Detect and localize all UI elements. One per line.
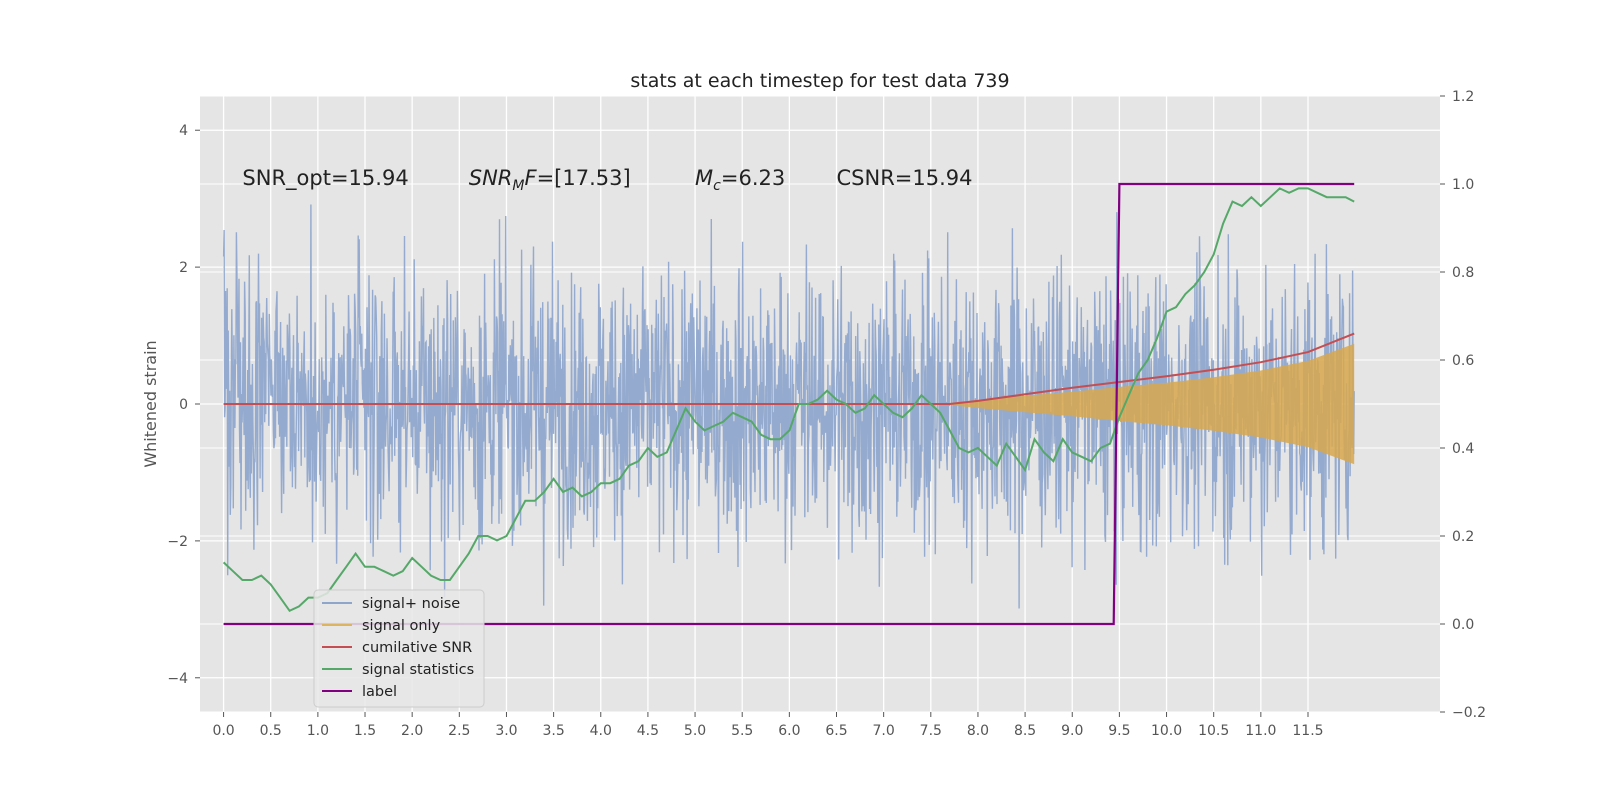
y2-tick-label: 1.0 [1452,177,1474,193]
x-axis-ticks: 0.0 0.5 1.0 1.5 2.0 2.5 3.0 3.5 4.0 4.5 5.0 5.5 6.0 6… [212,712,1324,739]
legend-entry: signal statistics [362,662,474,678]
x-tick-label: 11.0 [1245,723,1276,739]
x-tick-label: 1.5 [354,723,376,739]
signal-noise-trace [222,204,1355,609]
legend-entry: cumilative SNR [362,640,472,656]
x-tick-label: 0.5 [260,723,282,739]
y2-tick-label: 0.2 [1452,529,1474,545]
y2-tick-label: 0.6 [1452,353,1474,369]
label-line [223,182,1355,626]
x-tick-label: 9.5 [1108,723,1130,739]
x-tick-label: 5.0 [684,723,706,739]
annotation-text: CSNR=15.94 [837,166,973,190]
signal-statistics-line [222,187,1355,613]
x-tick-label: 10.5 [1198,723,1229,739]
x-tick-label: 3.5 [542,723,564,739]
y2-tick-label: 0.4 [1452,441,1474,457]
y2-tick-label: 0.0 [1452,617,1474,633]
x-tick-label: 1.0 [307,723,329,739]
y-tick-label: −2 [167,534,188,550]
x-tick-label: 2.5 [448,723,470,739]
annotation-text: SNR_opt=15.94 [242,166,408,191]
y2-tick-label: 0.8 [1452,265,1474,281]
x-tick-label: 8.5 [1014,723,1036,739]
y-tick-label: 4 [179,123,188,139]
x-tick-label: 4.0 [590,723,612,739]
x-tick-label: 5.5 [731,723,753,739]
legend-entry: label [362,684,397,700]
x-tick-label: 2.0 [401,723,423,739]
legend-box [313,589,485,708]
y-axis-label: Whitened strain [141,340,160,467]
x-tick-label: 0.0 [212,723,234,739]
y-tick-label: 0 [179,397,188,413]
y-tick-label: 2 [179,260,188,276]
x-tick-label: 6.5 [825,723,847,739]
x-tick-label: 10.0 [1151,723,1182,739]
x-tick-label: 7.0 [873,723,895,739]
x-tick-label: 6.0 [778,723,800,739]
x-tick-label: 4.5 [637,723,659,739]
x-tick-label: 3.0 [495,723,517,739]
legend: signal+ noise signal only cumilative SNR si… [313,589,485,708]
y2-tick-label: 1.2 [1452,89,1474,105]
chart-title: stats at each timestep for test data 739 [630,70,1009,92]
x-tick-label: 7.5 [920,723,942,739]
annotation-text: SNRMF=[17.53] [469,166,631,194]
signal-only-series [223,343,1355,465]
annotations: SNR_opt=15.94 SNRMF=[17.53] Mc=6.23 CSNR=15… [242,166,972,194]
x-tick-label: 8.0 [967,723,989,739]
annotation-text: Mc=6.23 [695,166,785,194]
y-axis-ticks: −4 −2 0 2 4 [167,123,200,687]
legend-entry: signal only [362,618,441,634]
x-tick-label: 11.5 [1292,723,1323,739]
signal-noise-series [222,204,1355,609]
y2-tick-label: −0.2 [1452,705,1486,721]
y-tick-label: −4 [167,671,188,687]
legend-entry: signal+ noise [362,596,460,612]
cumulative-snr-line [223,332,1355,405]
x-tick-label: 9.0 [1061,723,1083,739]
y2-axis-ticks: −0.2 0.0 0.2 0.4 0.6 0.8 1.0 1.2 [1440,89,1486,721]
